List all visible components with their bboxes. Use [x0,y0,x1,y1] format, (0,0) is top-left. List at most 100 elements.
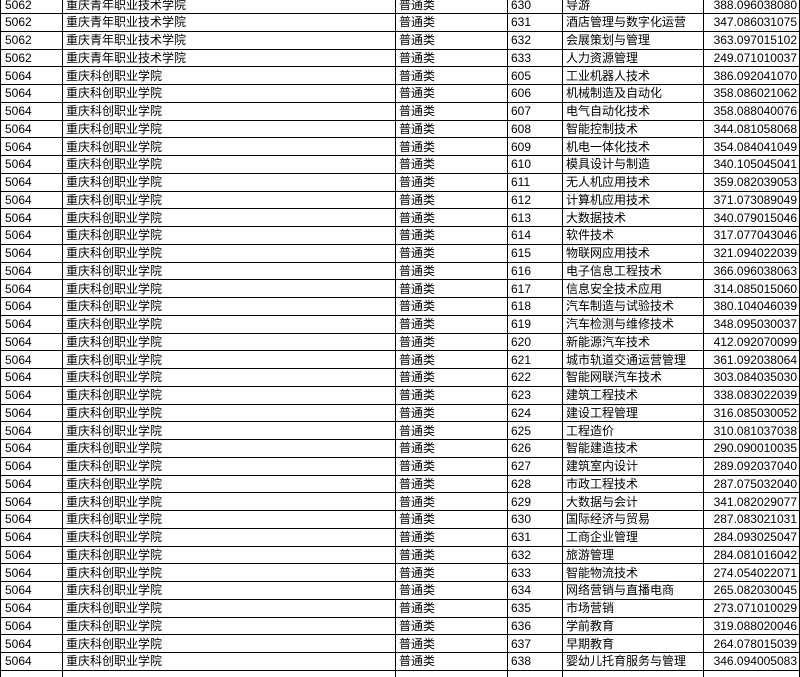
cell-score: 361.092038064 [703,350,800,369]
cell-score: 412.092070099 [703,332,800,352]
cell-school-code: 5064 [0,421,63,440]
cell-major-name: 导游 [562,0,704,14]
cell-major-code: 635 [507,598,563,618]
cell-major-name: 酒店管理与数字化运营 [562,13,704,32]
cell-score: 380.104046039 [703,297,800,316]
cell-major-code: 630 [507,510,563,529]
cell-school-code: 5062 [0,48,63,68]
table-row: 5064 重庆科创职业学院 普通类 613 大数据技术 340.079015046 [0,208,800,227]
table-row: 5064 重庆科创职业学院 普通类 605 工业机器人技术 386.092041070 [0,66,800,85]
cell-score: 287.075032040 [703,474,800,494]
cell-school-code: 5062 [0,30,63,50]
cell-school-code: 5064 [0,492,63,511]
cell-school-name: 重庆科创职业学院 [62,172,396,192]
cell-school-name: 重庆青年职业技术学院 [62,48,396,68]
cell-major-code: 609 [507,137,563,156]
cell-school-code: 5064 [0,84,63,103]
cell-category: 普通类 [395,101,508,121]
cell-school-name: 重庆科创职业学院 [62,368,396,387]
table-row: 5062 重庆青年职业技术学院 普通类 633 人力资源管理 249.071010037 [0,48,800,68]
cell-major-code: 629 [507,492,563,511]
cell-school-name: 重庆科创职业学院 [62,598,396,618]
cell-school-code: 5064 [0,598,63,618]
cell-category: 普通类 [395,616,508,636]
cell-score: 358.086021062 [703,84,800,103]
cell-major-code: 615 [507,243,563,263]
cell-major-name: 旅游管理 [562,545,704,565]
cell-school-code: 5064 [0,368,63,387]
cell-major-code: 610 [507,155,563,174]
cell-school-code: 5064 [0,510,63,529]
cell-major-code: 632 [507,545,563,565]
cell-major-code: 632 [507,30,563,50]
cell-major-code: 622 [507,368,563,387]
cell-school-code: 5064 [0,616,63,636]
cell-school-name: 重庆科创职业学院 [62,527,396,547]
cell-school-code: 5064 [0,403,63,423]
table-row: 5064 重庆科创职业学院 普通类 624 建设工程管理 316.085030052 [0,403,800,423]
cell-major-code: 621 [507,350,563,369]
cell-major-name: 网络营销与直播电商 [562,581,704,600]
cell-score: 284.081016042 [703,545,800,565]
cell-score: 354.084041049 [703,137,800,156]
cell-school-code: 5064 [0,545,63,565]
cell-major-name: 会展策划与管理 [562,30,704,50]
cell-major-name: 电子信息工程技术 [562,261,704,281]
cell-category: 普通类 [395,314,508,334]
cell-school-name: 重庆科创职业学院 [62,456,396,476]
cell-category: 普通类 [395,155,508,174]
table-row: 5064 重庆科创职业学院 普通类 625 工程造价 310.081037038 [0,421,800,440]
cell-school-code: 5064 [0,563,63,582]
cell-school-code: 5064 [0,190,63,210]
cell-major-name: 早期教育 [562,634,704,653]
table-row: 5064 重庆科创职业学院 普通类 620 新能源汽车技术 412.092070099 [0,332,800,352]
cell-school-name: 重庆科创职业学院 [62,190,396,210]
table-row: 5064 重庆科创职业学院 普通类 612 计算机应用技术 371.073089049 [0,190,800,210]
cell-major-name: 建设工程管理 [562,403,704,423]
cell-school-code: 5064 [0,66,63,85]
table-row: 5064 重庆科创职业学院 普通类 623 建筑工程技术 338.083022039 [0,385,800,405]
cell-score: 319.088020046 [703,616,800,636]
cell-category: 普通类 [395,279,508,298]
cell-major-code: 620 [507,332,563,352]
cell-major-code: 617 [507,279,563,298]
cell-major-code: 627 [507,456,563,476]
cell-school-code: 5064 [0,172,63,192]
table-row: 5064 重庆科创职业学院 普通类 632 旅游管理 284.081016042 [0,545,800,565]
cell-major-code: 606 [507,84,563,103]
cell-school-name: 重庆科创职业学院 [62,616,396,636]
cell-category: 普通类 [395,492,508,511]
cell-school-name: 重庆科创职业学院 [62,297,396,316]
cell-category: 普通类 [395,66,508,85]
cell-major-name: 人力资源管理 [562,48,704,68]
table-row: 5064 重庆科创职业学院 普通类 606 机械制造及自动化 358.086021062 [0,84,800,103]
cell-school-name: 重庆科创职业学院 [62,66,396,85]
cell-score: 358.088040076 [703,101,800,121]
cell-score: 264.078015039 [703,634,800,653]
cell-major-code [507,669,563,677]
cell-major-name: 建筑工程技术 [562,385,704,405]
cell-category: 普通类 [395,527,508,547]
table-row: 5064 重庆科创职业学院 普通类 614 软件技术 317.077043046 [0,226,800,245]
cell-school-name: 重庆科创职业学院 [62,350,396,369]
cell-category: 普通类 [395,634,508,653]
cell-school-code: 5064 [0,350,63,369]
table-row: 5064 重庆科创职业学院 普通类 629 大数据与会计 341.082029077 [0,492,800,511]
cell-score: 316.085030052 [703,403,800,423]
cell-school-code: 5064 [0,652,63,671]
cell-major-code: 631 [507,13,563,32]
cell-major-code: 611 [507,172,563,192]
cell-major-code: 624 [507,403,563,423]
cell-category: 普通类 [395,421,508,440]
cell-category: 普通类 [395,439,508,458]
cell-major-name: 工程造价 [562,421,704,440]
cell-score: 289.092037040 [703,456,800,476]
cell-school-code: 5064 [0,385,63,405]
cell-score: 386.092041070 [703,66,800,85]
cell-school-code: 5064 [0,474,63,494]
cell-category: 普通类 [395,456,508,476]
cell-major-name: 市政工程技术 [562,474,704,494]
cell-category [395,669,508,677]
table-row: 5064 重庆科创职业学院 普通类 607 电气自动化技术 358.088040076 [0,101,800,121]
table-row [0,669,800,677]
